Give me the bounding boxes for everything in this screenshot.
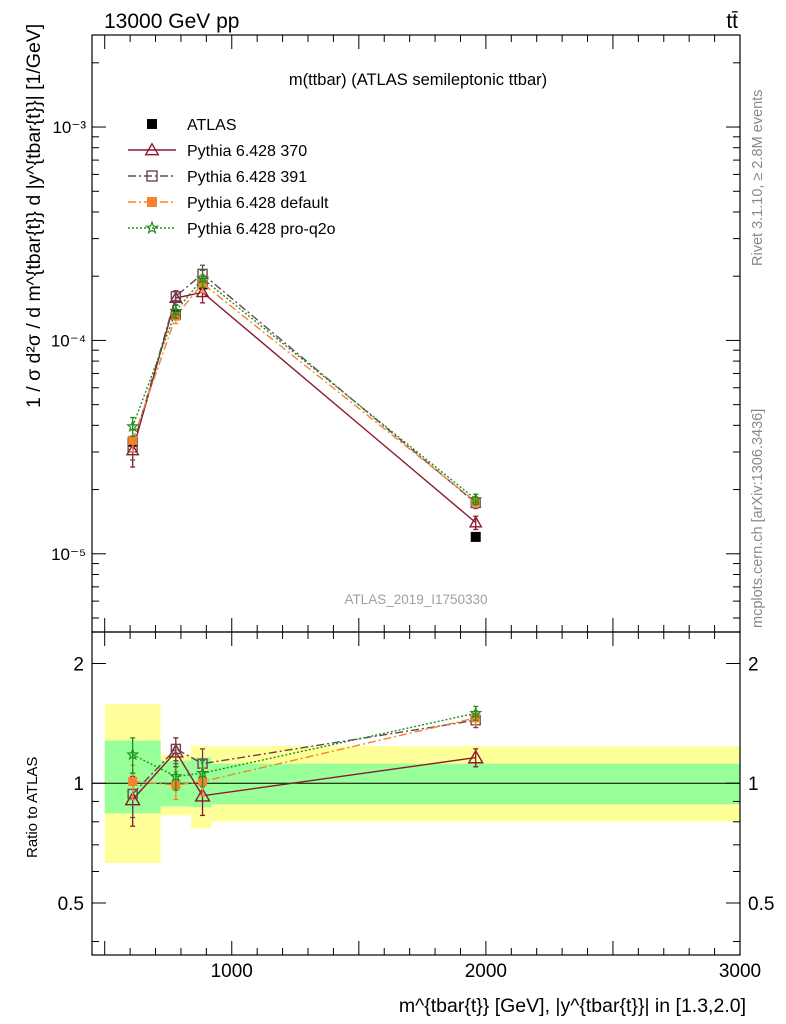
main-plot-title: m(ttbar) (ATLAS semileptonic ttbar): [289, 71, 547, 89]
legend-marker: [144, 220, 160, 235]
main-plot-data: [125, 264, 483, 542]
ratio-plot-frame: [91, 631, 741, 956]
legend-label: Pythia 6.428 pro-q2o: [187, 221, 336, 238]
legend-label: Pythia 6.428 370: [187, 143, 307, 160]
legend-label: ATLAS: [187, 117, 237, 134]
data-point: [468, 515, 483, 528]
main-y-tick-label: 10⁻⁵: [51, 545, 86, 564]
legend: ATLAS Pythia 6.428 370 Pythia 6.428 391 Pyt…: [128, 117, 336, 238]
ratio-data-point: [169, 769, 183, 783]
ratio-series-line: [132, 712, 476, 778]
ratio-y-tick-label-right: 0.5: [748, 894, 774, 915]
x-axis-label: m^{tbar{t}} [GeV], |y^{tbar{t}}| in [1.3…: [399, 995, 746, 1017]
rivet-version-label: Rivet 3.1.10, ≥ 2.8M events: [750, 90, 766, 266]
legend-label: Pythia 6.428 391: [187, 169, 307, 186]
data-point: [126, 419, 140, 433]
analysis-watermark: ATLAS_2019_I1750330: [344, 592, 487, 607]
series-line: [131, 291, 477, 524]
data-point: [170, 291, 182, 302]
x-tick-label: 2000: [465, 961, 507, 982]
main-plot-axes: 10⁻⁵ 10⁻⁴ 10⁻³: [51, 35, 741, 632]
data-point: [195, 285, 210, 298]
ratio-plot-bands: [92, 704, 740, 864]
legend-marker: [147, 197, 157, 207]
data-point: [169, 304, 183, 317]
legend-marker: [147, 119, 157, 129]
main-y-axis-label: 1 / σ d²σ / d m^{tbar{t}} d |y^{tbar{t}}…: [23, 24, 45, 408]
ratio-y-tick-label-right: 1: [748, 774, 759, 795]
ratio-y-axis-label: Ratio to ATLAS: [24, 757, 41, 858]
data-point: [195, 271, 210, 285]
ratio-data-point: [195, 766, 210, 779]
ratio-series-line: [132, 717, 476, 786]
data-point: [128, 435, 138, 445]
process-label: tt̄: [726, 10, 738, 33]
ratio-plot-data: [124, 705, 484, 827]
legend-label: Pythia 6.428 default: [187, 195, 329, 212]
main-y-tick-label: 10⁻³: [52, 118, 86, 137]
ratio-data-point: [126, 747, 140, 761]
main-y-tick-label: 10⁻⁴: [51, 331, 86, 350]
ratio-series-line: [132, 750, 476, 800]
ratio-y-tick-label: 1: [73, 774, 84, 795]
series-line: [132, 277, 477, 500]
series-line: [131, 272, 477, 504]
ratio-series-line: [132, 719, 476, 795]
data-point: [469, 492, 483, 505]
mcplots-reference-label: mcplots.cern.ch [arXiv:1306.3436]: [750, 409, 766, 628]
ratio-y-tick-label: 2: [73, 654, 84, 675]
ratio-y-tick-label-right: 2: [748, 654, 759, 675]
collision-label: 13000 GeV pp: [104, 10, 239, 33]
ratio-data-point: [170, 743, 182, 755]
x-tick-label: 3000: [719, 961, 761, 982]
ratio-data-point: [469, 706, 483, 719]
ratio-y-tick-label: 0.5: [58, 894, 84, 915]
legend-marker: [144, 142, 160, 156]
ratio-data-point: [128, 777, 138, 787]
legend-marker: [146, 170, 158, 182]
ratio-data-point: [467, 749, 484, 764]
inner-uncertainty-band: [211, 763, 740, 805]
x-tick-label: 1000: [211, 961, 253, 982]
series-line: [131, 282, 477, 503]
ratio-data-point: [194, 787, 211, 802]
ratio-plot-axes: 0.5 0.5 1 1 2 2 1000 2000 3000: [58, 632, 774, 982]
data-point: [470, 531, 481, 542]
